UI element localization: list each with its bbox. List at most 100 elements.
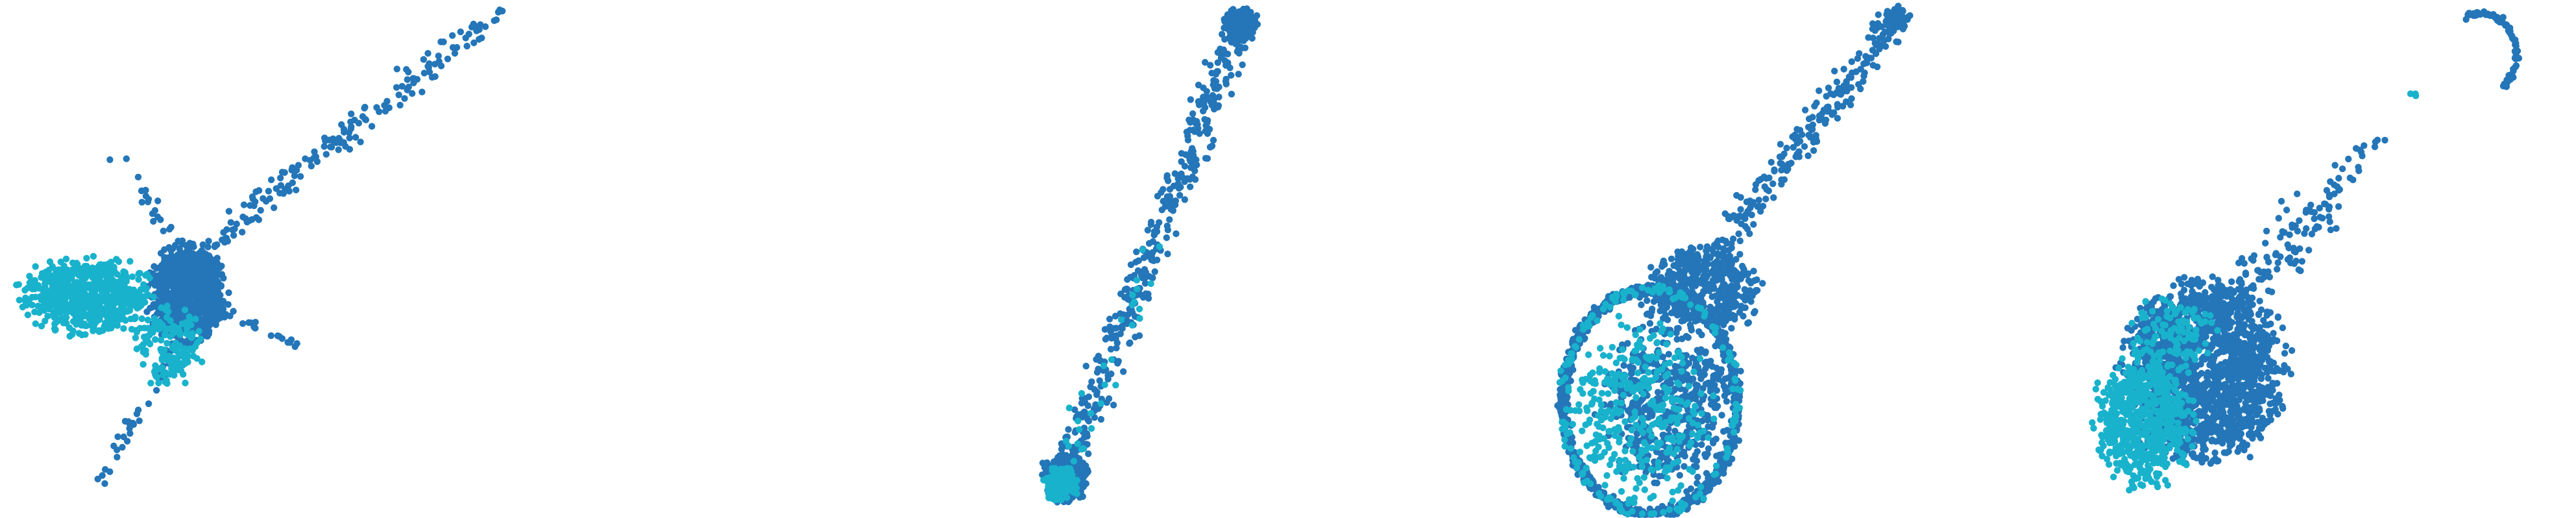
data-point: [138, 302, 145, 309]
data-point: [121, 417, 129, 425]
data-point: [474, 24, 481, 31]
data-point: [106, 309, 113, 316]
data-point: [1253, 12, 1261, 19]
data-point: [1711, 404, 1718, 412]
data-point: [1065, 426, 1072, 433]
data-point: [1120, 368, 1127, 375]
data-point: [137, 286, 145, 293]
data-point: [1189, 110, 1197, 117]
series-2-points: [1040, 243, 1163, 504]
data-point: [327, 143, 334, 151]
data-point: [38, 323, 45, 330]
data-point: [130, 286, 138, 293]
data-point: [420, 69, 428, 77]
data-point: [1166, 193, 1174, 200]
data-point: [147, 380, 154, 387]
data-point: [1087, 383, 1094, 391]
data-point: [138, 187, 145, 195]
data-point: [152, 336, 159, 343]
data-point: [1078, 389, 1086, 397]
data-point: [77, 297, 84, 304]
data-point: [128, 326, 136, 333]
data-point: [1219, 31, 1226, 38]
data-point: [213, 310, 221, 317]
data-point: [1062, 438, 1070, 445]
data-point: [1127, 261, 1135, 268]
data-point: [1750, 267, 1757, 275]
data-point: [127, 315, 134, 323]
data-point: [129, 419, 136, 426]
data-point: [150, 293, 157, 301]
data-point: [189, 330, 196, 337]
data-point: [156, 323, 164, 331]
data-point: [1052, 492, 1060, 499]
data-point: [202, 274, 210, 281]
data-point: [127, 258, 134, 265]
data-point: [162, 378, 169, 386]
data-point: [1695, 328, 1703, 335]
data-point: [138, 315, 145, 323]
data-point: [95, 304, 103, 312]
data-point: [437, 38, 444, 45]
data-point: [68, 299, 75, 306]
data-point: [89, 310, 97, 317]
data-point: [1713, 387, 1720, 394]
data-point: [218, 271, 226, 278]
data-point: [73, 321, 80, 328]
data-point: [1081, 408, 1088, 415]
data-point: [38, 270, 46, 277]
data-point: [1085, 450, 1092, 458]
data-point: [1629, 364, 1637, 371]
data-point: [376, 108, 383, 116]
data-point: [1075, 471, 1082, 478]
data-point: [1746, 287, 1754, 294]
data-point: [1719, 352, 1727, 359]
data-point: [15, 281, 22, 288]
data-point: [136, 325, 143, 332]
series-1-points: [94, 6, 506, 487]
data-point: [1661, 261, 1668, 268]
data-point: [424, 50, 431, 57]
data-point: [281, 169, 288, 176]
data-point: [1230, 31, 1237, 38]
data-point: [121, 292, 128, 300]
data-point: [1659, 432, 1666, 439]
data-point: [1124, 295, 1132, 303]
data-point: [1215, 93, 1222, 101]
data-point: [165, 292, 173, 300]
data-point: [205, 238, 212, 245]
data-point: [223, 226, 230, 233]
data-point: [1221, 24, 1228, 32]
data-point: [1648, 412, 1656, 419]
data-point: [1164, 227, 1172, 234]
data-point: [271, 204, 278, 212]
data-point: [1107, 345, 1115, 353]
data-point: [97, 265, 104, 273]
data-point: [1728, 260, 1736, 267]
data-point: [1145, 240, 1153, 247]
data-point: [91, 265, 98, 273]
data-point: [1095, 365, 1102, 373]
data-point: [1045, 494, 1052, 502]
data-point: [449, 32, 456, 39]
data-point: [1701, 371, 1708, 378]
data-point: [1665, 351, 1672, 358]
data-point: [1241, 6, 1248, 13]
data-point: [57, 293, 64, 300]
data-point: [491, 17, 498, 24]
data-point: [161, 346, 168, 354]
data-point: [1676, 472, 1683, 479]
data-point: [1705, 445, 1712, 452]
data-point: [252, 198, 259, 205]
data-point: [56, 309, 64, 316]
data-point: [368, 123, 376, 130]
data-point: [1202, 58, 1209, 66]
data-point: [462, 34, 469, 42]
data-point: [1693, 457, 1701, 465]
data-point: [1644, 310, 1651, 317]
data-point: [119, 315, 127, 323]
data-point: [1701, 282, 1708, 289]
data-point: [146, 275, 153, 282]
data-point: [1195, 101, 1203, 108]
data-point: [19, 303, 27, 311]
